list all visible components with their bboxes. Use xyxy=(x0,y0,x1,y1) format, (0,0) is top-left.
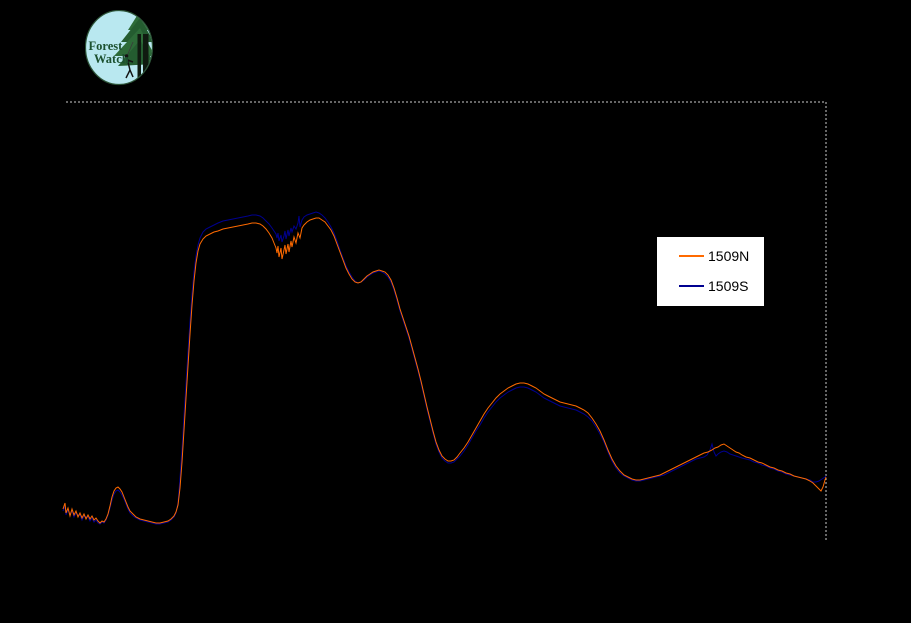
chart-legend: 1509N 1509S xyxy=(656,236,765,307)
legend-label-1509n: 1509N xyxy=(708,248,750,264)
legend-line-sample-1509s xyxy=(679,285,704,287)
legend-item-1509n: 1509N xyxy=(679,248,764,264)
legend-line-sample-1509n xyxy=(679,255,704,257)
legend-item-1509s: 1509S xyxy=(679,278,764,294)
logo-text-line1: Forest xyxy=(89,39,124,53)
legend-label-1509s: 1509S xyxy=(708,278,749,294)
logo-text-line2: Watch xyxy=(94,52,129,66)
series-line-1509S xyxy=(62,211,827,525)
climber-icon xyxy=(124,41,134,79)
plot-border xyxy=(66,101,827,541)
forest-watch-logo: Forest Watch xyxy=(85,10,154,86)
series-line-1509N xyxy=(62,217,827,524)
